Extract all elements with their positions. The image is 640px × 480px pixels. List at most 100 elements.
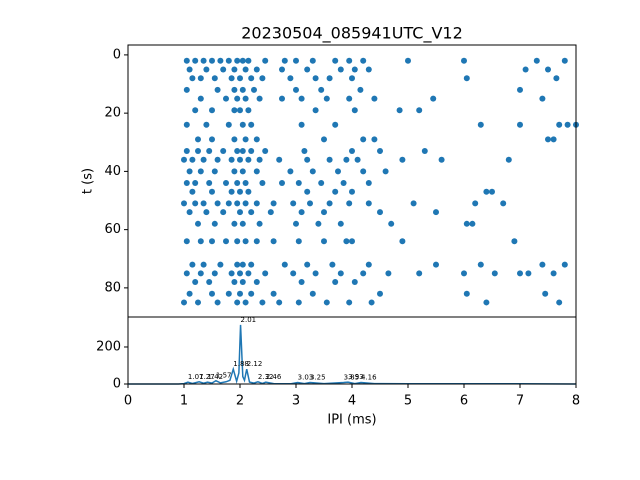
y-tick-label: 40 (104, 164, 121, 179)
point (192, 200, 199, 207)
point (189, 188, 196, 195)
point (237, 209, 243, 216)
point (270, 238, 277, 245)
point (197, 75, 204, 82)
point (231, 107, 238, 114)
point (309, 168, 316, 175)
point (477, 261, 484, 268)
point (505, 156, 512, 163)
point (231, 168, 238, 175)
point (365, 261, 372, 268)
point (181, 156, 187, 163)
point (295, 299, 302, 306)
point (298, 95, 305, 102)
point (365, 180, 372, 187)
point (399, 238, 406, 245)
point (416, 270, 423, 277)
point (209, 136, 215, 143)
point (542, 290, 549, 297)
point (377, 209, 383, 216)
point (262, 270, 269, 277)
point (351, 279, 358, 286)
peak-annotation: 2.01 (241, 316, 257, 324)
point (337, 220, 344, 227)
point (259, 75, 266, 82)
point (281, 261, 288, 268)
point (186, 168, 193, 175)
point (248, 148, 255, 155)
point (234, 148, 241, 155)
point (192, 180, 199, 187)
point (279, 66, 285, 73)
point (231, 66, 238, 73)
point (500, 200, 507, 207)
point (200, 261, 207, 268)
peak-annotation: 2.12 (247, 360, 263, 368)
point (323, 299, 330, 306)
point (256, 156, 263, 163)
point (354, 156, 361, 163)
point (343, 156, 350, 163)
point (231, 220, 238, 227)
point (237, 188, 243, 195)
point (209, 188, 215, 195)
point (197, 95, 204, 102)
point (192, 57, 199, 64)
point (433, 209, 439, 216)
point (248, 209, 255, 216)
y-tick-label: 0 (113, 377, 121, 392)
peak-annotation: 3.03 (298, 374, 314, 382)
point (237, 156, 243, 163)
point (259, 299, 266, 306)
point (477, 121, 484, 128)
point (209, 290, 215, 297)
point (242, 66, 249, 73)
point (517, 86, 523, 93)
point (304, 156, 311, 163)
point (323, 95, 330, 102)
histogram-line (128, 324, 577, 385)
point (293, 57, 299, 64)
point (318, 180, 325, 187)
point (276, 156, 283, 163)
point (256, 95, 263, 102)
point (211, 75, 218, 82)
point (522, 66, 529, 73)
point (186, 209, 193, 216)
point (368, 299, 375, 306)
point (181, 299, 187, 306)
point (267, 209, 274, 216)
point (472, 200, 479, 207)
point (545, 66, 551, 73)
point (463, 290, 470, 297)
point (211, 270, 218, 277)
point (346, 57, 353, 64)
point (433, 261, 439, 268)
point (309, 290, 316, 297)
point (298, 209, 305, 216)
point (489, 188, 495, 195)
x-tick-label: 7 (516, 394, 524, 409)
point (430, 95, 437, 102)
point (239, 220, 246, 227)
point (183, 180, 190, 187)
point (349, 75, 355, 82)
point (183, 86, 190, 93)
point (556, 121, 563, 128)
point (262, 57, 269, 64)
point (421, 148, 428, 155)
point (234, 299, 241, 306)
point (399, 156, 406, 163)
point (197, 168, 204, 175)
point (276, 299, 283, 306)
point (225, 57, 232, 64)
point (237, 270, 243, 277)
point (214, 200, 221, 207)
point (228, 188, 235, 195)
point (295, 180, 302, 187)
peak-annotation: 1.88 (233, 360, 249, 368)
y-tick-label: 0 (113, 47, 121, 62)
point (517, 121, 523, 128)
point (223, 238, 229, 245)
